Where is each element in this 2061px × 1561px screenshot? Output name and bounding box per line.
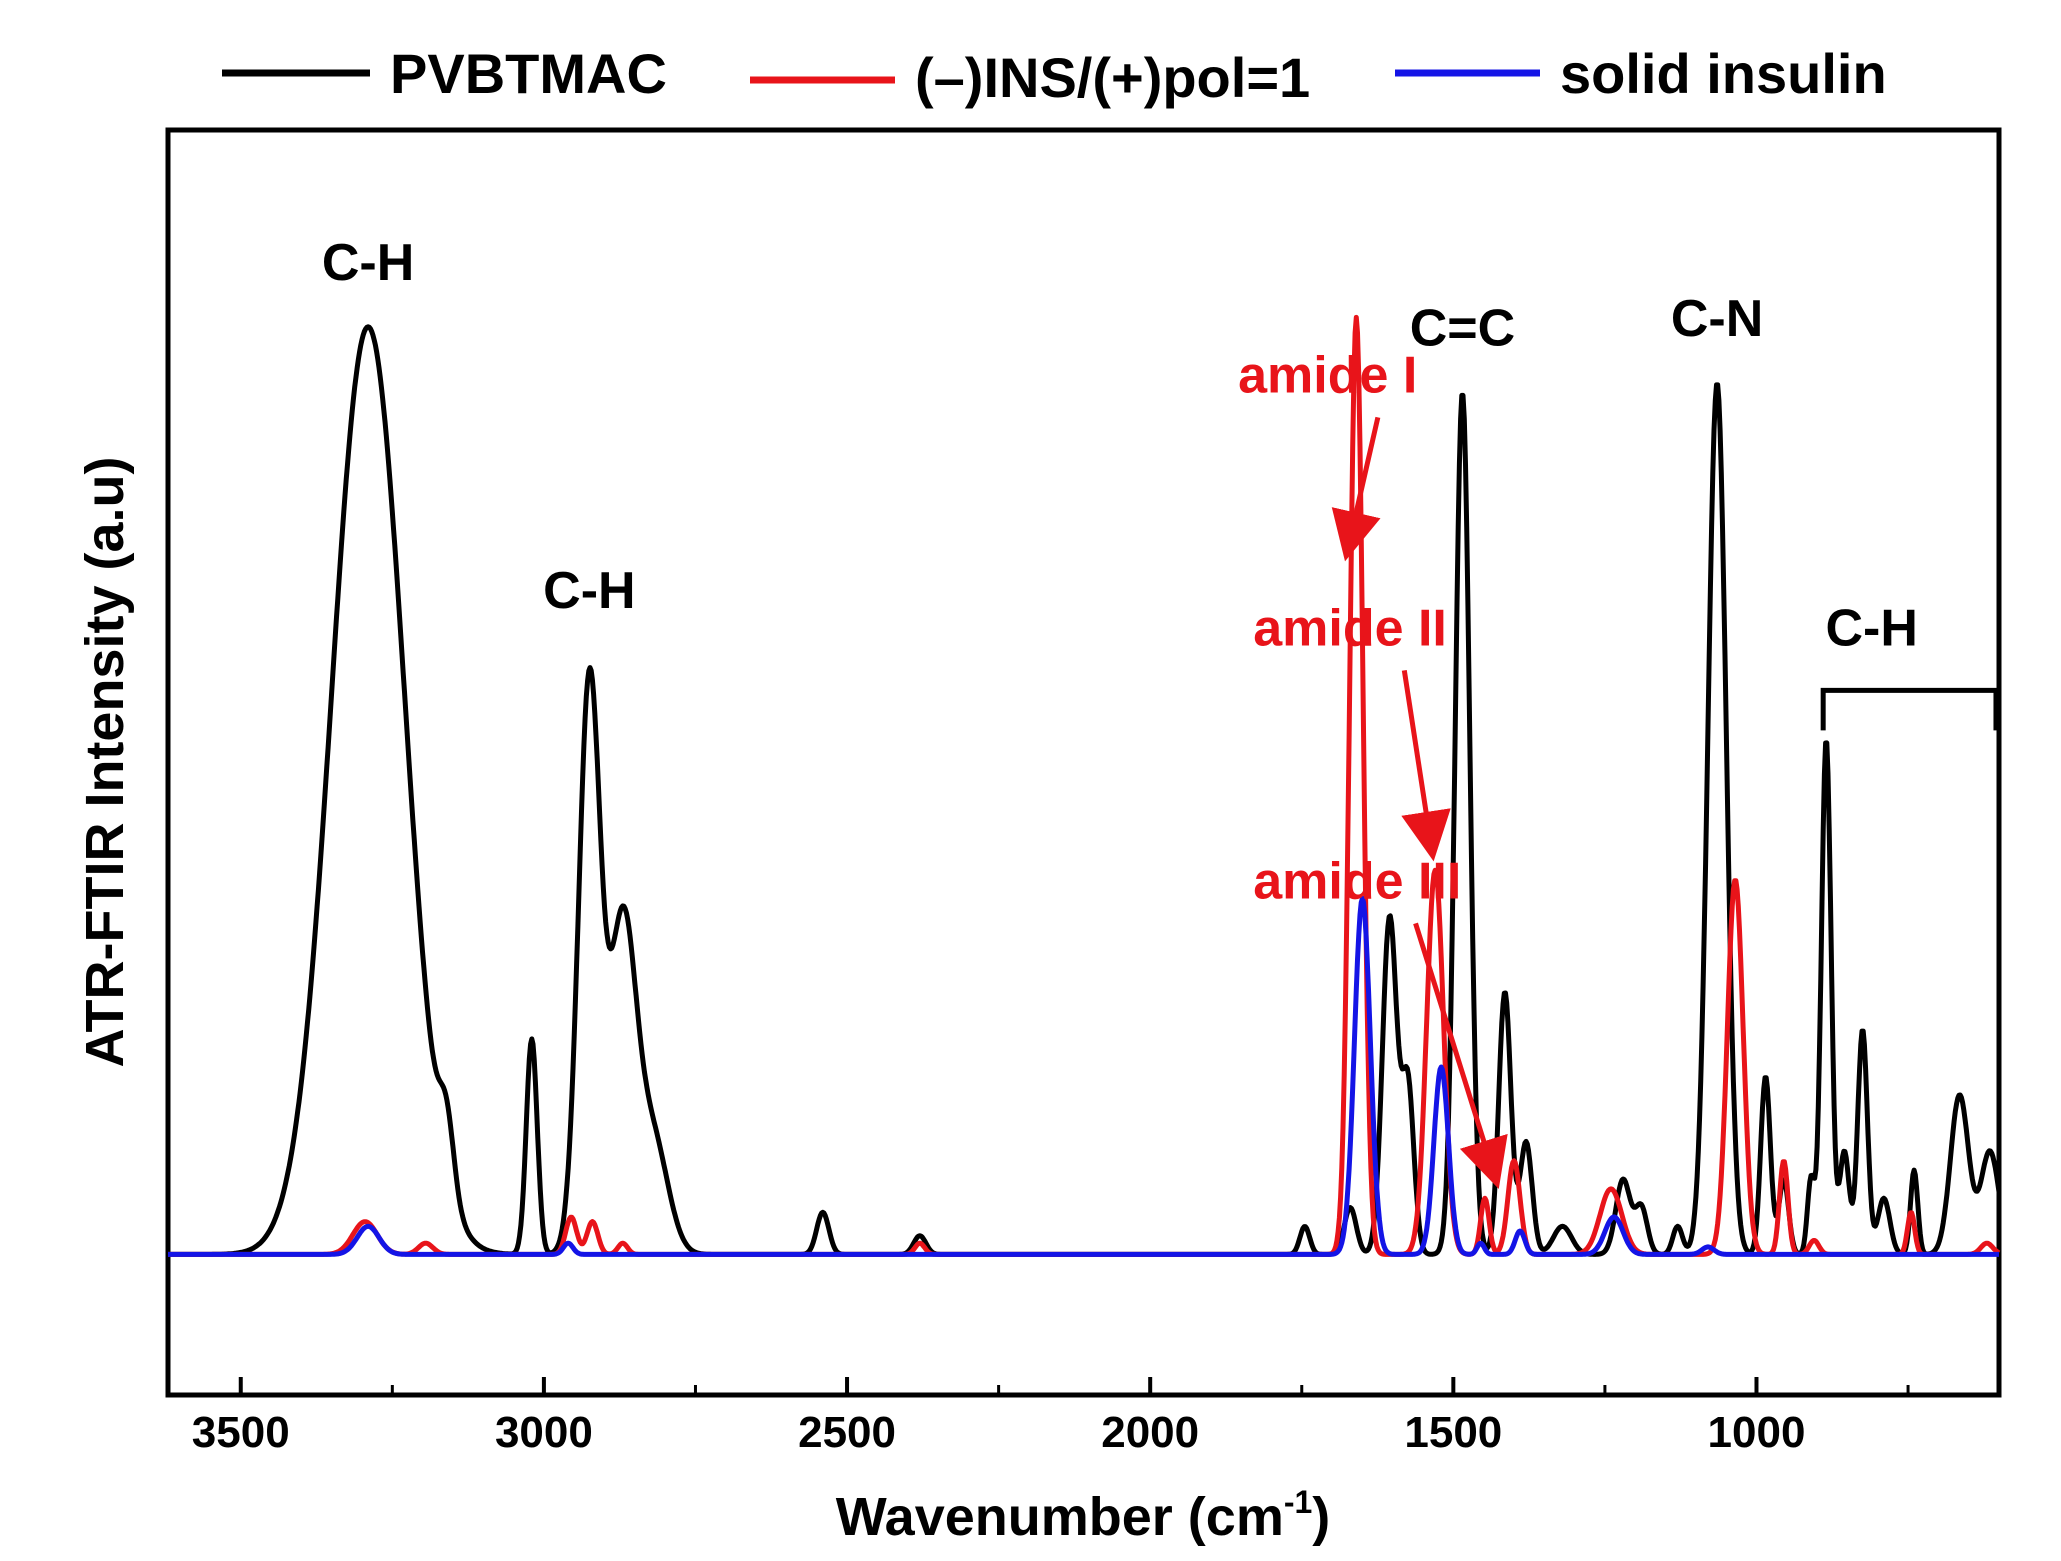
legend-label-pvbtmac: PVBTMAC xyxy=(390,42,667,105)
annotation-c-h: C-H xyxy=(543,562,635,620)
series-line-solid-insulin xyxy=(166,895,2001,1257)
annotation-c-n: C-N xyxy=(1671,290,1763,348)
x-tick-label: 1500 xyxy=(1404,1408,1502,1457)
legend-label-ins-pol: (–)INS/(+)pol=1 xyxy=(915,46,1310,109)
series-line-ins-pol-1 xyxy=(166,314,2001,1257)
x-tick-label: 3000 xyxy=(495,1408,593,1457)
annotation-arrow xyxy=(1413,922,1508,1190)
x-tick-label: 2000 xyxy=(1101,1408,1199,1457)
annotation-c-c: C=C xyxy=(1410,300,1515,358)
annotation-c-h: C-H xyxy=(1825,599,1917,657)
x-axis-title: Wavenumber (cm-1) xyxy=(836,1484,1331,1547)
legend-label-solid-insulin: solid insulin xyxy=(1560,42,1887,105)
annotation-arrow xyxy=(1331,416,1381,562)
annotation-amide-ii: amide II xyxy=(1253,599,1447,657)
annotation-bracket xyxy=(1820,687,1999,731)
series-layer xyxy=(166,314,2002,1257)
legend: PVBTMAC (–)INS/(+)pol=1 solid insulin xyxy=(222,42,1887,109)
plot-frame xyxy=(165,127,2002,1398)
annotation-arrow xyxy=(1401,669,1451,862)
annotation-c-h: C-H xyxy=(322,234,414,292)
y-axis-title: ATR-FTIR Intensity (a.u) xyxy=(75,457,135,1068)
annotations: C-H C-H C=C C-N C-H amide I amide II amide III xyxy=(322,234,1999,1190)
annotation-amide-i: amide I xyxy=(1238,346,1417,404)
x-tick-label: 2500 xyxy=(798,1408,896,1457)
x-axis-title-sup: -1 xyxy=(1284,1484,1312,1520)
x-axis-title-close: ) xyxy=(1312,1487,1330,1547)
annotation-amide-iii: amide III xyxy=(1253,852,1461,910)
x-tick-label: 3500 xyxy=(192,1408,290,1457)
x-axis-ticks: 3500 3000 2500 2000 1500 1000 xyxy=(192,1377,1910,1457)
x-axis-title-main: Wavenumber (cm xyxy=(836,1487,1284,1547)
x-tick-label: 1000 xyxy=(1708,1408,1806,1457)
